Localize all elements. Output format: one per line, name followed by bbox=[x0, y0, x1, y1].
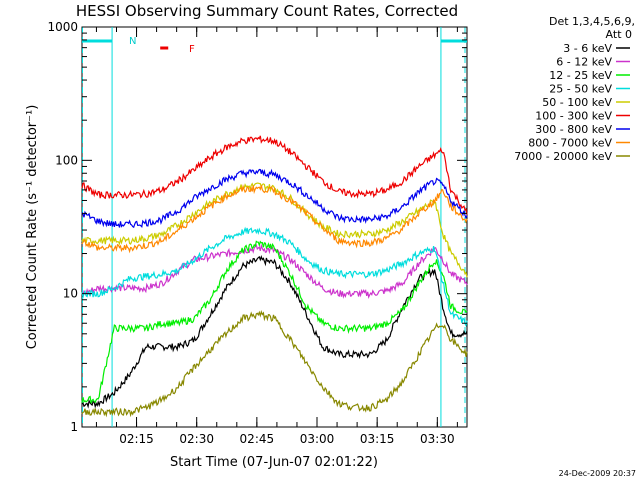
y-tick-label-3: 1000 bbox=[47, 20, 78, 34]
series-line-3 bbox=[81, 226, 468, 328]
x-tick-label-1: 02:30 bbox=[179, 432, 214, 446]
legend-entry-4: 50 - 100 keV bbox=[542, 96, 612, 109]
x-axis-label: Start Time (07-Jun-07 02:01:22) bbox=[170, 455, 378, 470]
legend-entry-7: 800 - 7000 keV bbox=[528, 137, 612, 150]
x-tick-label-2: 02:45 bbox=[240, 432, 275, 446]
annotation-f: F bbox=[189, 44, 195, 55]
x-tick-label-3: 03:00 bbox=[300, 432, 335, 446]
series-line-2 bbox=[81, 240, 468, 404]
legend-entry-2: 12 - 25 keV bbox=[549, 69, 612, 82]
series-line-1 bbox=[81, 243, 468, 299]
y-tick-label-2: 100 bbox=[55, 153, 78, 167]
legend-entry-6: 300 - 800 keV bbox=[535, 123, 612, 136]
series-line-5 bbox=[81, 135, 468, 215]
y-axis-label: Corrected Count Rate (s⁻¹ detector⁻¹) bbox=[25, 105, 40, 350]
annotation-n: N bbox=[129, 36, 136, 47]
y-tick-label-1: 10 bbox=[63, 287, 78, 301]
series-group bbox=[81, 135, 468, 418]
x-tick-label-0: 02:15 bbox=[119, 432, 154, 446]
legend-title-line-2: Att 0 bbox=[606, 28, 632, 41]
legend-entry-5: 100 - 300 keV bbox=[535, 110, 612, 123]
legend-entry-0: 3 - 6 keV bbox=[563, 42, 612, 55]
legend-title-line-1: Det 1,3,4,5,6,9, bbox=[549, 15, 635, 28]
timestamp: 24-Dec-2009 20:37 bbox=[559, 469, 636, 478]
series-line-0 bbox=[81, 255, 468, 409]
series-line-6 bbox=[81, 168, 468, 229]
series-line-8 bbox=[81, 309, 468, 418]
chart-title: HESSI Observing Summary Count Rates, Cor… bbox=[76, 2, 458, 20]
series-line-7 bbox=[81, 184, 468, 254]
y-tick-label-0: 1 bbox=[70, 420, 78, 434]
axes: 1 10 100 1000 02:15 02:30 02:45 03:00 03:15 03:30 bbox=[47, 20, 467, 446]
legend-entry-1: 6 - 12 keV bbox=[556, 56, 612, 69]
x-tick-label-5: 03:30 bbox=[420, 432, 455, 446]
legend-entry-8: 7000 - 20000 keV bbox=[514, 150, 612, 163]
legend-entry-3: 25 - 50 keV bbox=[549, 83, 612, 96]
x-tick-label-4: 03:15 bbox=[360, 432, 395, 446]
